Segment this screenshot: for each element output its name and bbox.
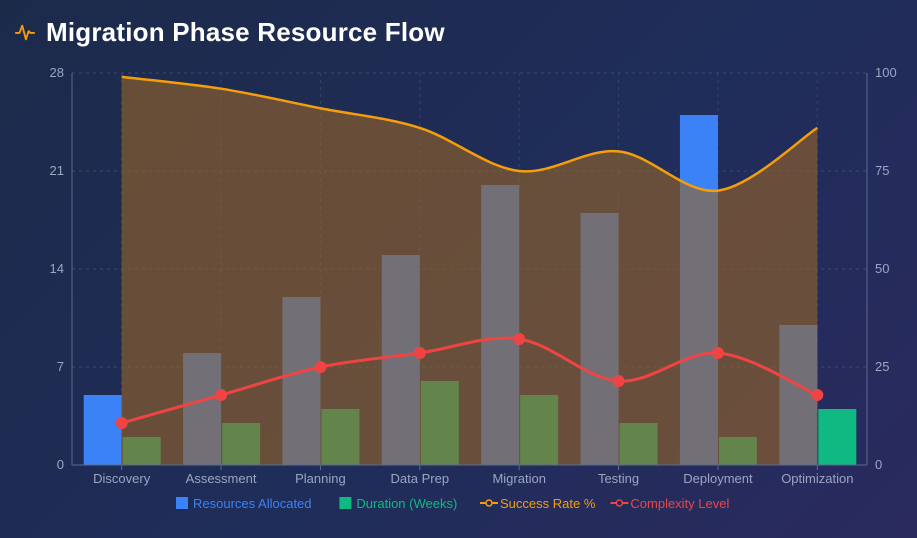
left-axis-tick: 21	[50, 163, 64, 178]
x-axis-tick-label: Deployment	[683, 471, 753, 486]
complexity-level-point[interactable]	[215, 389, 228, 401]
legend-item[interactable]: Complexity Level	[610, 496, 729, 511]
right-axis-tick: 50	[875, 261, 889, 276]
x-axis-tick-label: Discovery	[93, 471, 151, 486]
x-axis-tick-label: Testing	[598, 471, 639, 486]
chart-header: Migration Phase Resource Flow	[14, 14, 445, 50]
left-axis-tick: 0	[57, 457, 64, 472]
complexity-level-point[interactable]	[413, 347, 426, 359]
left-axis-tick: 28	[50, 65, 64, 80]
complexity-level-line[interactable]	[121, 336, 818, 425]
success-rate-area	[121, 76, 818, 466]
legend-label: Resources Allocated	[193, 496, 312, 511]
legend[interactable]: Resources Allocated Duration (Weeks) Succe…	[176, 496, 729, 511]
right-axis-tick: 25	[875, 359, 889, 374]
bar-duration-weeks[interactable]	[818, 409, 857, 465]
chart-title: Migration Phase Resource Flow	[46, 16, 445, 47]
activity-pulse-icon	[14, 24, 36, 41]
right-axis-tick: 0	[875, 457, 882, 472]
x-axis-tick-label: Planning	[295, 471, 346, 486]
legend-swatch	[176, 497, 188, 509]
complexity-level-point[interactable]	[513, 333, 526, 345]
complexity-level-point[interactable]	[314, 361, 327, 373]
legend-swatch	[339, 497, 352, 509]
legend-item[interactable]: Success Rate %	[480, 496, 596, 511]
right-axis-tick: 100	[875, 65, 897, 80]
legend-label: Duration (Weeks)	[356, 496, 457, 511]
complexity-level-point[interactable]	[115, 417, 128, 429]
axes: 0 7 14 21 28 0 25 50 75 100 Discovery Assessment Pla…	[50, 65, 897, 486]
legend-item[interactable]: Duration (Weeks)	[339, 496, 457, 511]
left-axis-tick: 7	[57, 359, 64, 374]
right-axis-tick: 75	[875, 163, 889, 178]
x-axis-tick-label: Migration	[492, 471, 545, 486]
success-rate-fill	[121, 76, 818, 466]
legend-item[interactable]: Resources Allocated	[176, 496, 312, 511]
bar-resources-allocated[interactable]	[83, 395, 122, 465]
legend-label: Complexity Level	[630, 496, 729, 511]
x-axis-tick-label: Data Prep	[391, 471, 450, 486]
x-axis-tick-label: Assessment	[186, 471, 257, 486]
success-rate-line[interactable]	[121, 75, 818, 192]
left-axis-tick: 14	[50, 261, 64, 276]
lines	[115, 75, 824, 429]
complexity-level-point[interactable]	[711, 347, 724, 359]
complexity-level-point[interactable]	[811, 389, 824, 401]
legend-swatch-marker	[485, 499, 493, 507]
legend-label: Success Rate %	[500, 496, 596, 511]
x-axis-tick-label: Optimization	[781, 471, 853, 486]
legend-swatch-marker	[615, 499, 624, 507]
complexity-level-point[interactable]	[612, 375, 625, 387]
